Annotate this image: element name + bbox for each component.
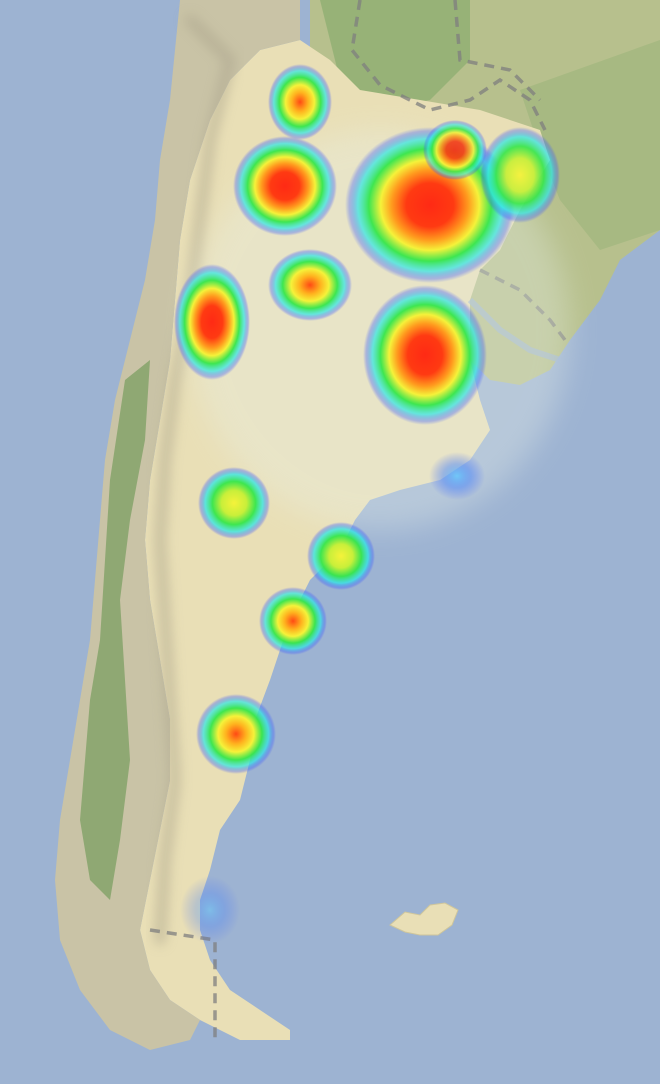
forest-region (520, 40, 660, 250)
heat-layer (174, 64, 570, 944)
falkland-islands (389, 902, 459, 936)
heat-hotspot (423, 120, 487, 180)
heat-hotspot (268, 64, 332, 140)
forest-region (320, 0, 470, 110)
heat-hotspot (174, 264, 250, 380)
andes-forest (80, 360, 150, 900)
heat-hotspot (196, 694, 276, 774)
heat-hotspot (429, 452, 485, 500)
heat-hotspot (233, 136, 337, 236)
heat-hotspot (307, 522, 375, 590)
heat-hotspot (180, 876, 240, 944)
andes-ridge (154, 15, 236, 945)
heat-hotspot (259, 587, 327, 655)
heat-hotspot (268, 249, 352, 321)
heat-hotspot (198, 467, 270, 539)
heat-hotspot (363, 285, 487, 425)
heat-hotspot (480, 127, 560, 223)
